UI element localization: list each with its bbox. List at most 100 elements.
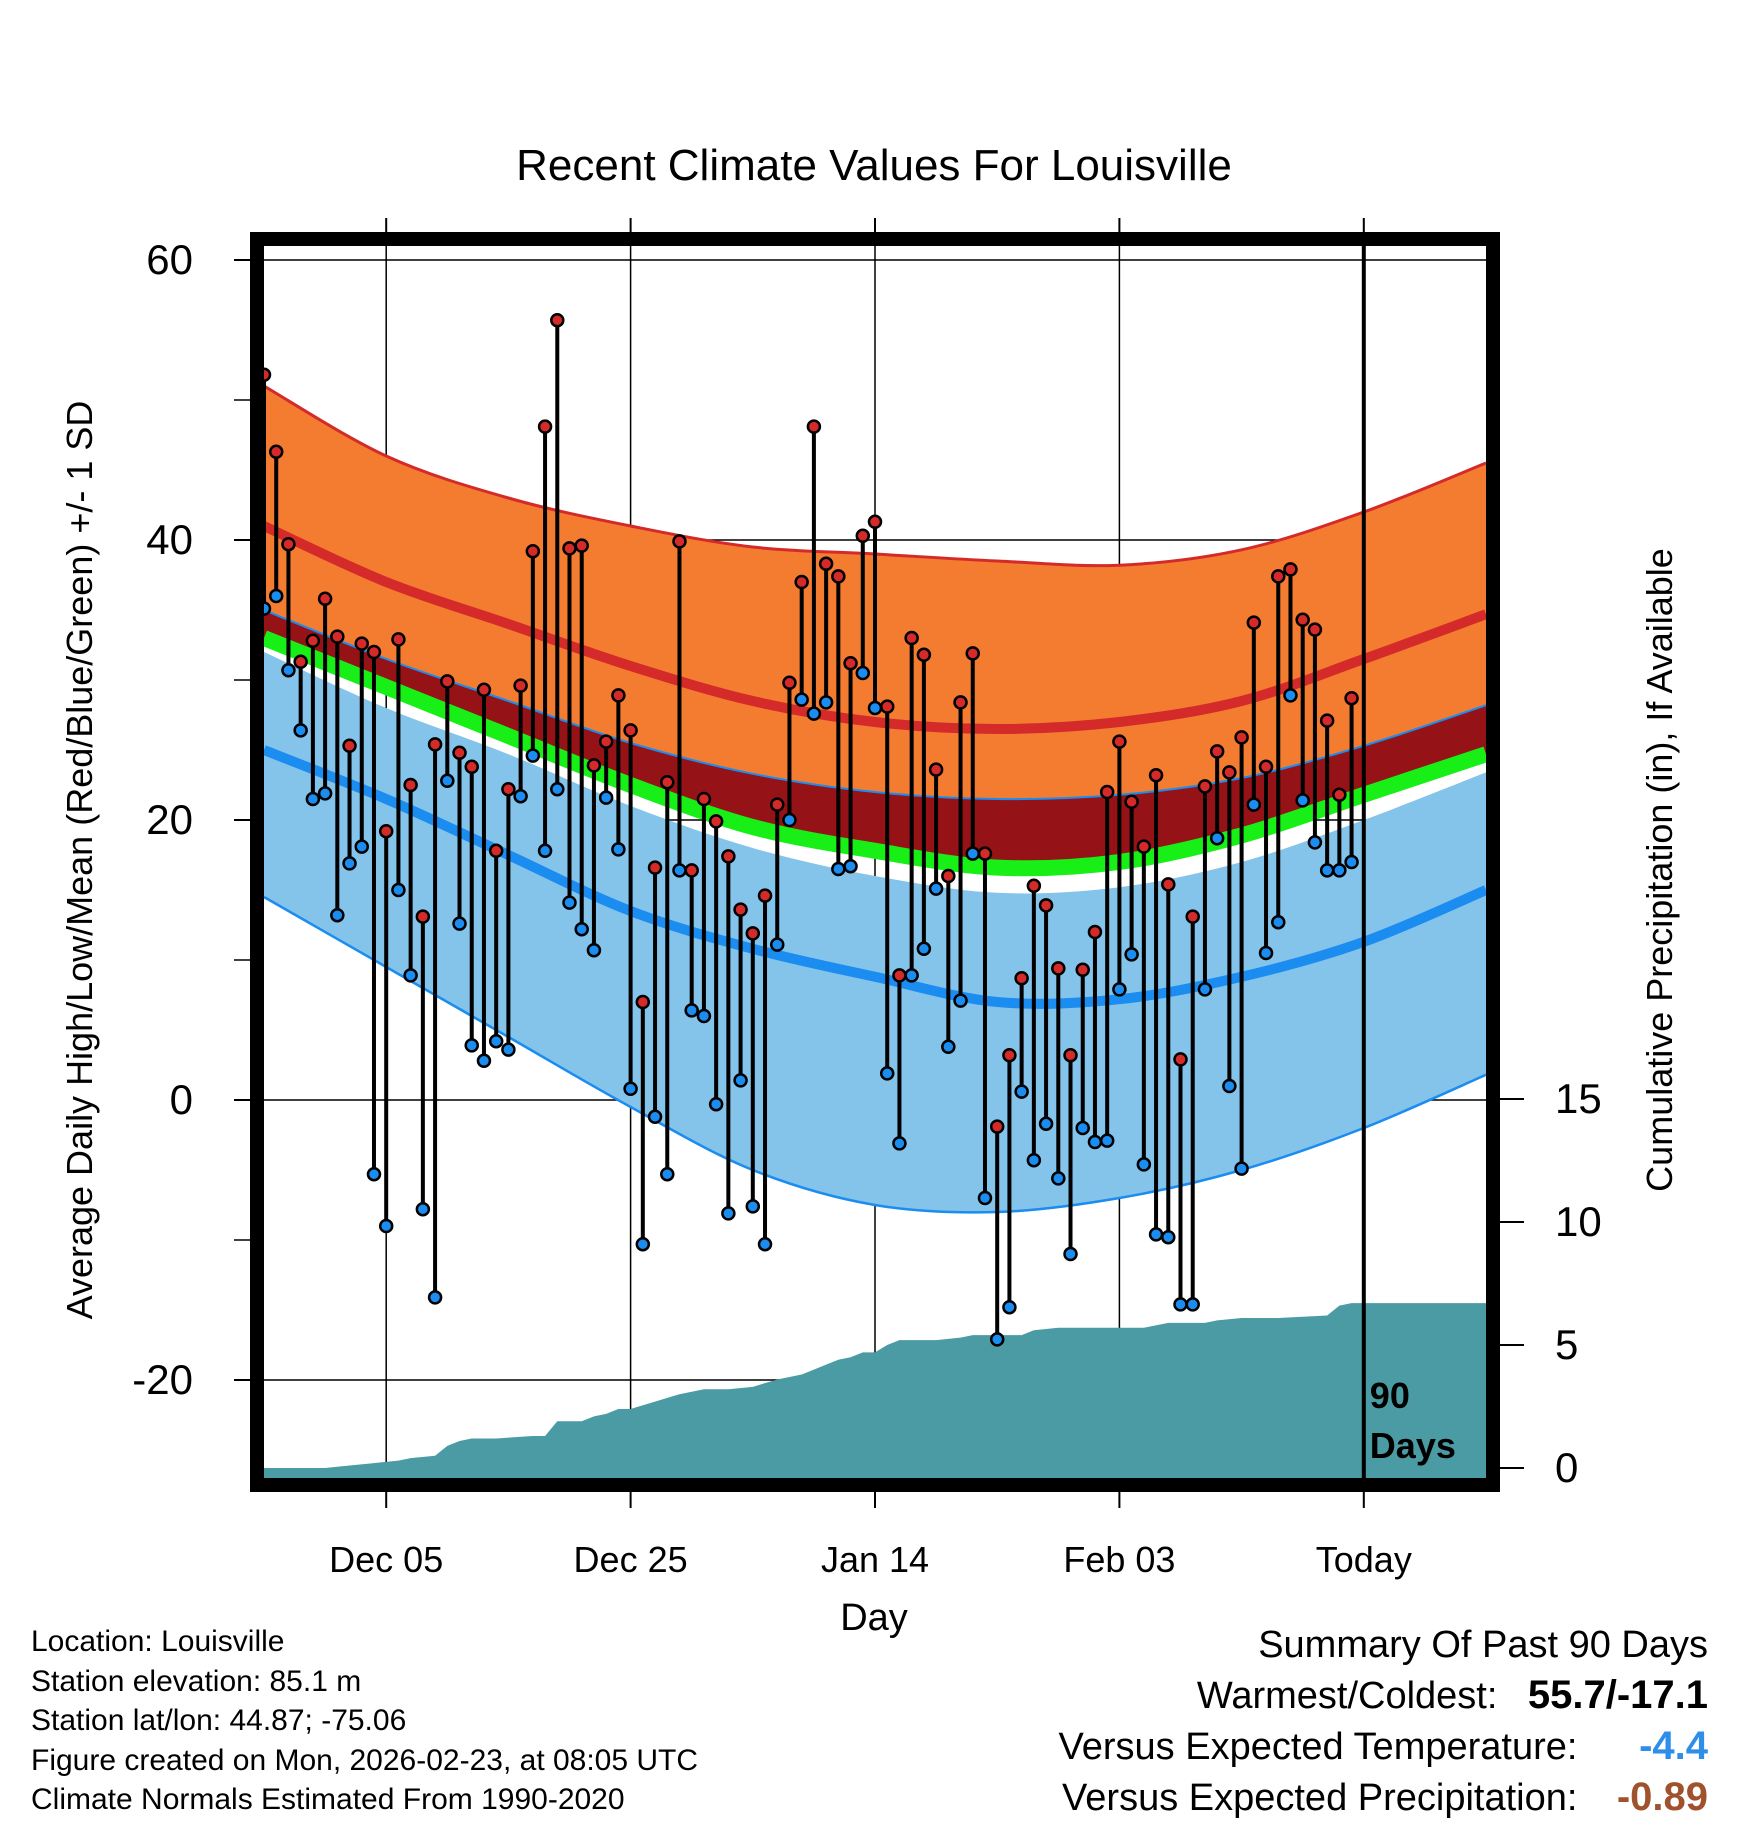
- high-point: [635, 994, 651, 1010]
- high-point: [1197, 779, 1213, 794]
- y-axis-title-right: Cumulative Precipitation (in), If Availa…: [1639, 548, 1680, 1192]
- high-point: [1234, 730, 1249, 745]
- low-point: [281, 662, 296, 678]
- x-tick-label: Jan 14: [821, 1539, 929, 1580]
- high-point: [1161, 877, 1176, 892]
- high-point: [574, 538, 589, 553]
- high-point: [660, 774, 675, 790]
- low-point: [855, 665, 871, 681]
- low-point: [1136, 1157, 1152, 1172]
- high-point: [1063, 1047, 1078, 1063]
- low-point: [574, 921, 589, 937]
- low-point: [745, 1199, 761, 1214]
- high-point: [440, 674, 455, 689]
- info-normals: Climate Normals Estimated From 1990-2020: [31, 1783, 625, 1816]
- low-point: [721, 1206, 736, 1221]
- summary-warmest-label: Warmest/Coldest:: [1196, 1675, 1498, 1717]
- low-point: [1026, 1152, 1042, 1168]
- y-tick-label-right: 10: [1555, 1198, 1602, 1245]
- low-point: [293, 723, 308, 738]
- high-point: [843, 655, 858, 671]
- summary-temp-value: -4.4: [1639, 1724, 1708, 1768]
- high-point: [391, 632, 406, 647]
- low-point: [391, 882, 406, 898]
- low-point: [1148, 1227, 1164, 1242]
- low-point: [1258, 945, 1274, 961]
- high-point: [989, 1119, 1005, 1134]
- info-elevation: Station elevation: 85.1 m: [31, 1664, 362, 1698]
- high-point: [708, 814, 724, 829]
- high-lower-band: [264, 610, 1486, 869]
- high-point: [378, 823, 394, 839]
- summary-precip-row: Versus Expected Precipitation: -0.89: [1059, 1772, 1708, 1823]
- high-point: [953, 695, 968, 710]
- high-point: [696, 791, 712, 807]
- y-tick-label-right: 15: [1555, 1075, 1602, 1122]
- high-point: [476, 682, 492, 698]
- high-point: [965, 646, 981, 661]
- low-point: [268, 588, 284, 604]
- high-point: [1307, 622, 1323, 637]
- x-axis-title: Day: [840, 1597, 908, 1639]
- low-point: [317, 786, 333, 801]
- low-point: [1307, 835, 1323, 850]
- plot-area: 90 Days: [264, 246, 1486, 1478]
- high-point: [733, 902, 748, 917]
- high-point: [1124, 794, 1139, 810]
- low-point: [733, 1073, 748, 1088]
- high-point: [415, 909, 431, 924]
- low-point: [782, 812, 797, 828]
- y-tick-label-left: 40: [146, 516, 193, 563]
- low-point: [831, 861, 846, 877]
- low-point: [1063, 1246, 1078, 1262]
- low-point: [440, 773, 455, 789]
- low-point: [476, 1053, 492, 1069]
- high-point: [928, 762, 944, 777]
- low-point: [977, 1190, 993, 1206]
- high-point: [611, 688, 626, 703]
- high-point: [1283, 562, 1298, 577]
- low-point: [464, 1038, 479, 1053]
- high-point: [867, 514, 883, 530]
- low-point: [1234, 1161, 1249, 1176]
- low-point: [1112, 982, 1127, 997]
- high-point: [782, 675, 797, 691]
- info-created: Figure created on Mon, 2026-02-23, at 08…: [31, 1743, 699, 1777]
- low-point: [843, 858, 858, 874]
- low-point: [989, 1332, 1005, 1347]
- high-point: [1332, 787, 1347, 803]
- high-point: [513, 678, 528, 693]
- high-point: [672, 534, 687, 549]
- x-tick-label: Dec 25: [574, 1539, 688, 1580]
- low-point: [1075, 1120, 1090, 1136]
- high-point: [1185, 909, 1200, 924]
- high-point: [1087, 924, 1103, 940]
- high-point: [757, 888, 773, 903]
- low-point: [660, 1166, 675, 1182]
- low-point: [892, 1136, 907, 1151]
- high-point: [1258, 759, 1274, 775]
- high-point: [977, 846, 993, 861]
- low-point: [1185, 1297, 1200, 1312]
- high-point: [427, 737, 443, 752]
- high-point: [403, 777, 418, 793]
- low-point: [1344, 854, 1359, 870]
- y-tick-label-left: 20: [146, 796, 193, 843]
- summary-warmest-row: Warmest/Coldest: 55.7/-17.1: [1059, 1670, 1708, 1721]
- low-point: [1002, 1299, 1017, 1315]
- high-point: [1099, 784, 1115, 800]
- high-point: [1075, 962, 1090, 978]
- low-point: [378, 1218, 394, 1234]
- low-point: [941, 1039, 956, 1055]
- y-tick-label-right: 0: [1555, 1444, 1578, 1491]
- high-point: [1148, 767, 1164, 783]
- low-point: [305, 791, 321, 807]
- low-point: [916, 941, 932, 957]
- y-tick-label-left: -20: [132, 1356, 193, 1403]
- high-point: [330, 629, 345, 644]
- low-point: [879, 1066, 895, 1081]
- low-point: [1319, 863, 1335, 878]
- high-point: [1295, 612, 1310, 628]
- y-tick-label-left: 60: [146, 236, 193, 283]
